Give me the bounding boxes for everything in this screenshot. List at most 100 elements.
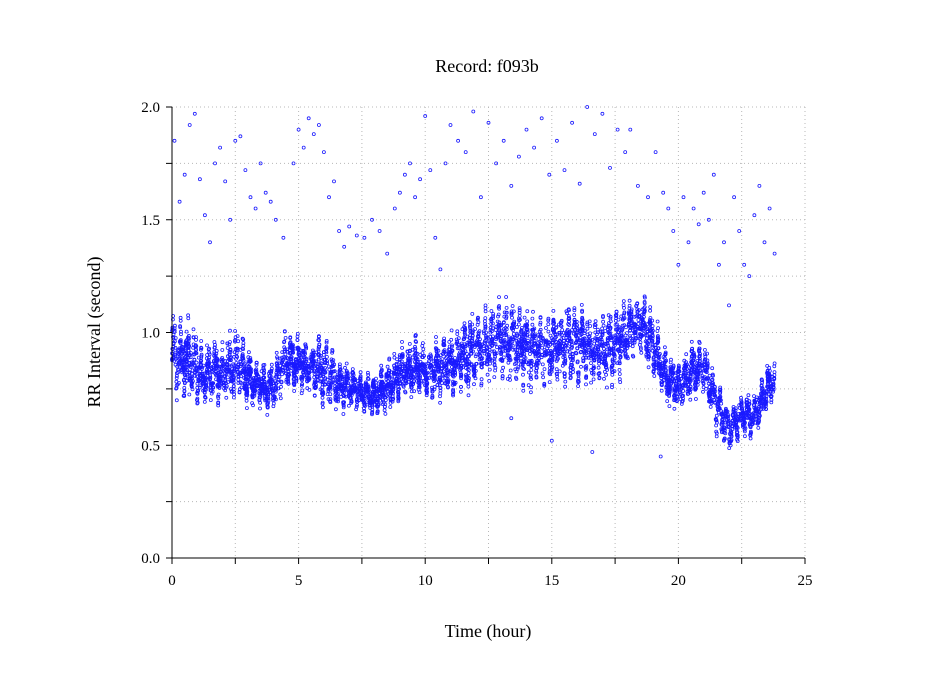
data-point	[619, 314, 624, 319]
data-point	[271, 398, 276, 403]
data-point	[457, 354, 462, 358]
data-point	[734, 420, 739, 425]
data-point	[258, 400, 263, 405]
data-point	[531, 327, 536, 332]
data-point	[479, 365, 484, 370]
data-point	[212, 340, 217, 344]
data-point	[191, 335, 196, 340]
data-point	[720, 417, 725, 421]
data-point	[593, 345, 598, 350]
data-point	[738, 406, 742, 411]
data-point	[607, 321, 611, 325]
data-point	[349, 399, 354, 403]
data-point	[771, 387, 776, 392]
data-point	[567, 350, 572, 354]
data-point	[548, 372, 553, 377]
data-point	[526, 383, 531, 388]
data-point	[588, 331, 592, 336]
data-point	[724, 408, 728, 413]
data-point	[388, 400, 393, 405]
data-point	[642, 305, 647, 310]
data-point	[705, 362, 710, 367]
data-point	[772, 370, 777, 375]
data-point	[714, 429, 719, 434]
data-point	[670, 377, 674, 381]
data-point	[608, 347, 612, 352]
data-point	[617, 361, 622, 366]
data-point	[481, 329, 486, 334]
data-point	[438, 400, 443, 405]
data-point	[540, 353, 545, 358]
data-point	[195, 381, 200, 386]
data-point	[413, 339, 418, 344]
data-point	[403, 365, 407, 370]
data-point	[652, 362, 656, 367]
data-point	[468, 330, 473, 335]
data-point	[755, 421, 760, 426]
data-point	[435, 382, 440, 387]
data-point	[182, 393, 187, 398]
data-point	[378, 384, 383, 389]
data-point	[505, 348, 510, 353]
data-point	[478, 345, 483, 350]
data-point	[281, 362, 286, 367]
data-point	[663, 370, 668, 375]
data-point	[284, 377, 289, 382]
data-point	[306, 365, 311, 370]
data-point	[555, 374, 559, 379]
data-point	[488, 339, 493, 344]
data-point	[462, 329, 467, 334]
data-point	[739, 398, 744, 403]
data-point	[274, 372, 279, 377]
data-point	[371, 392, 375, 397]
data-point	[306, 371, 311, 376]
data-point	[570, 352, 575, 357]
data-point	[178, 324, 183, 329]
data-point	[185, 367, 189, 372]
data-point	[385, 364, 390, 369]
data-point	[470, 322, 475, 327]
data-point	[468, 351, 473, 356]
data-point	[373, 397, 378, 402]
data-point	[483, 303, 488, 308]
data-point	[208, 376, 212, 381]
data-point	[449, 365, 454, 370]
data-point	[601, 319, 605, 324]
data-point	[735, 439, 740, 444]
data-point	[217, 382, 222, 386]
data-point	[294, 364, 299, 369]
data-point	[542, 381, 547, 386]
data-point	[208, 398, 213, 403]
data-point	[437, 365, 442, 370]
data-point	[504, 314, 509, 319]
data-point	[254, 373, 259, 378]
data-point	[198, 362, 203, 367]
data-point	[452, 367, 457, 372]
data-point	[565, 349, 570, 354]
data-point	[646, 357, 651, 362]
data-point	[645, 340, 649, 345]
data-point	[698, 362, 702, 367]
data-point	[582, 346, 587, 350]
data-point	[561, 347, 566, 352]
data-point	[250, 394, 255, 399]
data-point	[354, 407, 359, 412]
data-point	[216, 396, 221, 401]
data-point	[559, 324, 564, 329]
data-point	[293, 366, 298, 371]
data-point	[329, 357, 334, 362]
data-point	[703, 347, 707, 352]
data-point	[529, 390, 533, 395]
data-point	[589, 368, 594, 372]
data-point	[203, 377, 208, 382]
data-point	[400, 339, 404, 344]
data-point	[187, 370, 192, 375]
data-point	[374, 387, 379, 392]
data-point	[539, 355, 544, 360]
data-point	[439, 369, 444, 374]
data-point	[663, 369, 668, 373]
data-point	[683, 380, 687, 385]
data-point	[327, 380, 332, 385]
data-point	[491, 314, 496, 319]
data-point	[714, 413, 719, 418]
